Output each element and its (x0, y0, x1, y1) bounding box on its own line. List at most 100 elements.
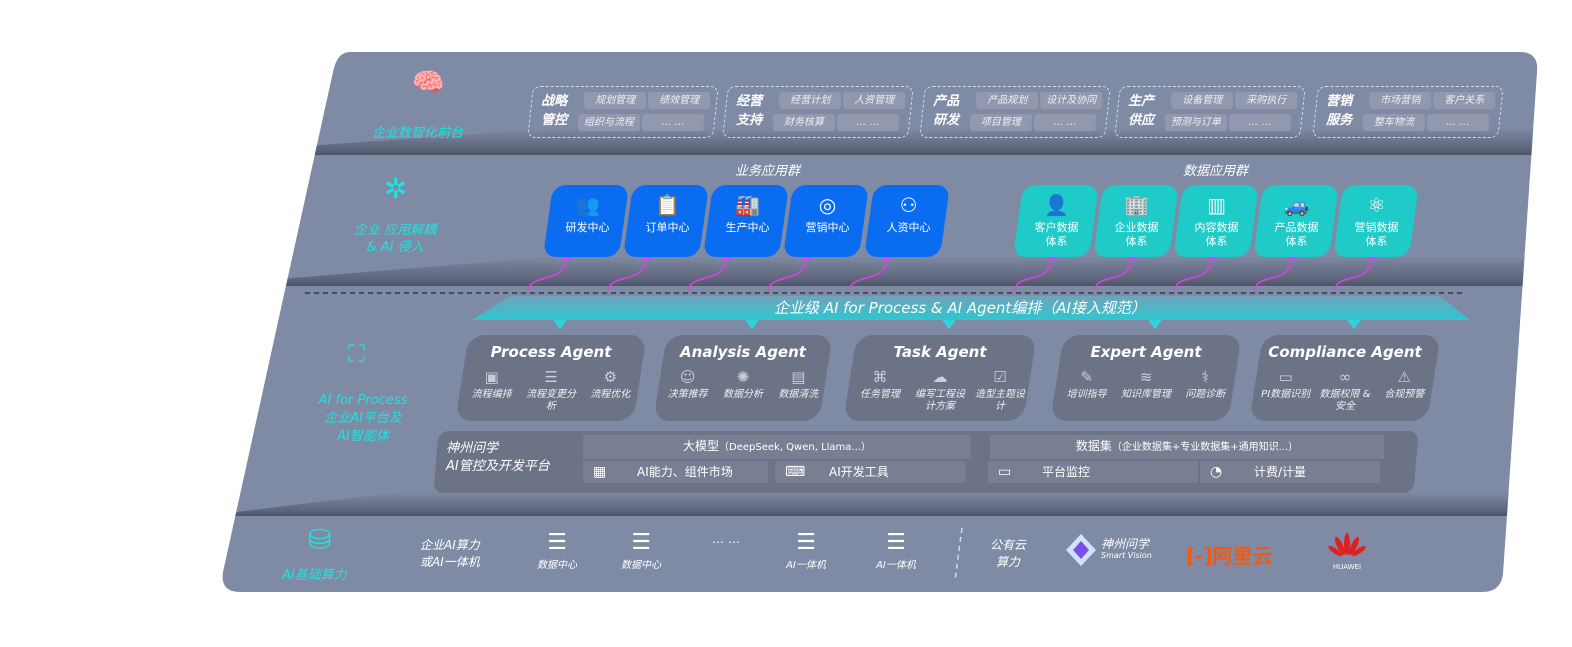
capability-label: 合规预警 (1384, 389, 1425, 400)
huawei-petals-icon (1328, 533, 1366, 557)
brain-icon: 🧠 (412, 68, 445, 98)
layer-divider (222, 256, 1538, 286)
server-icon: ☰ (547, 530, 567, 555)
apps-label-line: 企业 应用解耦 (354, 223, 437, 238)
business-app-card[interactable]: 📋 订单中心 (622, 185, 710, 257)
group-title-line: 产品 (933, 94, 960, 109)
agent-capability[interactable]: ☰ 流程变更分析 (522, 367, 581, 413)
server-label: AI一体机 (786, 560, 826, 571)
gear-icon: ✺ (736, 368, 750, 386)
data-app-card[interactable]: ▥ 内容数据 体系 (1172, 185, 1260, 257)
vendor-name: HUAWEI (1332, 563, 1362, 571)
connector-arrow (1173, 257, 1213, 291)
business-app-card[interactable]: ⚇ 人资中心 (863, 185, 951, 257)
front-item-chip[interactable]: 采购执行 (1235, 92, 1298, 109)
business-app-card[interactable]: ◎ 营销中心 (782, 185, 870, 257)
connector-arrow (1333, 257, 1373, 291)
agent-content: Task Agent ⌘ 任务管理 ☁ 编写工程设计方案 ☑ 造型主题设计 (850, 335, 1030, 421)
agent-items: ▣ 流程编排 ☰ 流程变更分析 ⚙ 流程优化 (462, 367, 640, 413)
agent-capability[interactable]: ⌘ 任务管理 (850, 367, 909, 413)
agent-card[interactable]: Compliance Agent ▭ PI数据识别 ∞ 数据权限 & 安全 ⚠ 合规预警 (1249, 335, 1441, 421)
group-title-line: 管控 (541, 113, 568, 128)
capability-label: 问题诊断 (1185, 389, 1226, 400)
front-item-chip[interactable]: 整车物流 (1362, 114, 1425, 131)
front-item-chip[interactable]: 客户关系 (1433, 92, 1496, 109)
down-arrow-icon (942, 320, 956, 329)
apps-layer-label: 企业 应用解耦 & AI 侵入 (354, 222, 436, 256)
agent-title: Expert Agent (1090, 343, 1202, 361)
models-sub: （DeepSeek, Qwen, Llama...） (719, 442, 871, 453)
platform-tool[interactable]: ⌨ AI开发工具 (775, 461, 965, 483)
front-item-chip[interactable]: 经营计划 (779, 92, 842, 109)
agent-capability[interactable]: ∞ 数据权限 & 安全 (1316, 367, 1375, 413)
agent-capability[interactable]: ⚙ 流程优化 (581, 367, 640, 413)
data-app-card[interactable]: 👤 客户数据 体系 (1012, 185, 1100, 257)
data-app-card[interactable]: ⚛ 营销数据 体系 (1332, 185, 1420, 257)
platform-tool[interactable]: ▭ 平台监控 (988, 461, 1198, 483)
front-item-chip[interactable]: 设计及协同 (1040, 92, 1103, 109)
down-arrow-icon (553, 320, 567, 329)
data-app-card[interactable]: 🏢 企业数据 体系 (1092, 185, 1180, 257)
agent-capability[interactable]: ▤ 数据清洗 (771, 367, 826, 401)
agent-capability[interactable]: ▭ PI数据识别 (1256, 367, 1315, 413)
card-content: ◎ 营销中心 (790, 185, 866, 235)
agent-capability[interactable]: ▣ 流程编排 (462, 367, 521, 413)
models-bar: 大模型（DeepSeek, Qwen, Llama...） (583, 435, 971, 459)
checklist-icon: ☑ (993, 368, 1007, 386)
agent-title: Task Agent (893, 343, 987, 361)
card-content: 👤 客户数据 体系 (1019, 185, 1095, 249)
agent-capability[interactable]: ⚠ 合规预警 (1375, 367, 1434, 413)
front-group: 营销 服务 市场营销 客户关系 整车物流… … (1312, 86, 1504, 138)
card-label: 研发中心 (565, 221, 610, 234)
agent-card[interactable]: Process Agent ▣ 流程编排 ☰ 流程变更分析 ⚙ 流程优化 (455, 335, 647, 421)
front-item-chip[interactable]: 人资管理 (843, 92, 906, 109)
agent-capability[interactable]: ☑ 造型主题设计 (970, 367, 1029, 413)
card-label: 营销中心 (805, 221, 850, 234)
front-item-chip[interactable]: 组织与流程 (577, 114, 640, 131)
aliyun-logo: [-]阿里云 (1186, 540, 1273, 569)
card-label: 营销数据 (1354, 221, 1399, 234)
card-content: 📋 订单中心 (630, 185, 706, 235)
agent-card[interactable]: Analysis Agent ☺ 决策推荐 ✺ 数据分析 ▤ 数据清洗 (653, 335, 833, 421)
infra-label: AI基础算力 (282, 568, 347, 583)
front-item-chip[interactable]: 绩效管理 (648, 92, 711, 109)
enterprise-compute-line: 或AI一体机 (420, 555, 480, 569)
front-item-chip[interactable]: 项目管理 (969, 114, 1032, 131)
agent-capability[interactable]: ≋ 知识库管理 (1117, 367, 1176, 401)
business-app-card[interactable]: 🏭 生产中心 (702, 185, 790, 257)
front-item-chip[interactable]: … … (836, 114, 899, 131)
front-item-chip[interactable]: … … (1426, 114, 1489, 131)
server-label: 数据中心 (621, 560, 661, 571)
group-title-line: 支持 (736, 113, 763, 128)
front-item-chip[interactable]: 市场营销 (1369, 92, 1432, 109)
front-item-chip[interactable]: 设备管理 (1171, 92, 1234, 109)
server-item: ☰ 数据中心 (611, 530, 671, 571)
platform-tool[interactable]: ◔ 计费/计量 (1200, 461, 1380, 483)
link-icon: ∞ (1338, 368, 1352, 386)
models-label: 大模型 (683, 439, 720, 453)
agent-capability[interactable]: ✺ 数据分析 (716, 367, 771, 401)
front-item-chip[interactable]: … … (641, 114, 704, 131)
tool-label: 计费/计量 (1254, 465, 1307, 479)
business-app-card[interactable]: 👥 研发中心 (542, 185, 630, 257)
front-item-chip[interactable]: 预测与订单 (1164, 114, 1227, 131)
front-item-chip[interactable]: 财务核算 (772, 114, 835, 131)
agent-card[interactable]: Expert Agent ✎ 培训指导 ≋ 知识库管理 ⚕ 问题诊断 (1050, 335, 1242, 421)
agent-capability[interactable]: ☁ 编写工程设计方案 (910, 367, 969, 413)
layer-divider (222, 128, 1538, 155)
group-title-line: 生产 (1128, 94, 1155, 109)
server-label: 数据中心 (537, 560, 577, 571)
front-item-chip[interactable]: 产品规划 (976, 92, 1039, 109)
agent-capability[interactable]: ☺ 决策推荐 (660, 367, 715, 401)
datasets-sub: （企业数据集+专业数据集+通用知识...） (1111, 442, 1299, 453)
agent-content: Process Agent ▣ 流程编排 ☰ 流程变更分析 ⚙ 流程优化 (462, 335, 640, 421)
data-app-card[interactable]: 🚙 产品数据 体系 (1252, 185, 1340, 257)
agent-capability[interactable]: ✎ 培训指导 (1057, 367, 1116, 401)
agent-capability[interactable]: ⚕ 问题诊断 (1176, 367, 1235, 401)
front-item-chip[interactable]: … … (1228, 114, 1291, 131)
platform-tool[interactable]: ▦ AI能力、组件市场 (583, 461, 768, 483)
front-item-chip[interactable]: … … (1033, 114, 1096, 131)
enterprise-compute: 企业AI算力 或AI一体机 (420, 537, 480, 571)
front-item-chip[interactable]: 规划管理 (584, 92, 647, 109)
agent-card[interactable]: Task Agent ⌘ 任务管理 ☁ 编写工程设计方案 ☑ 造型主题设计 (843, 335, 1037, 421)
